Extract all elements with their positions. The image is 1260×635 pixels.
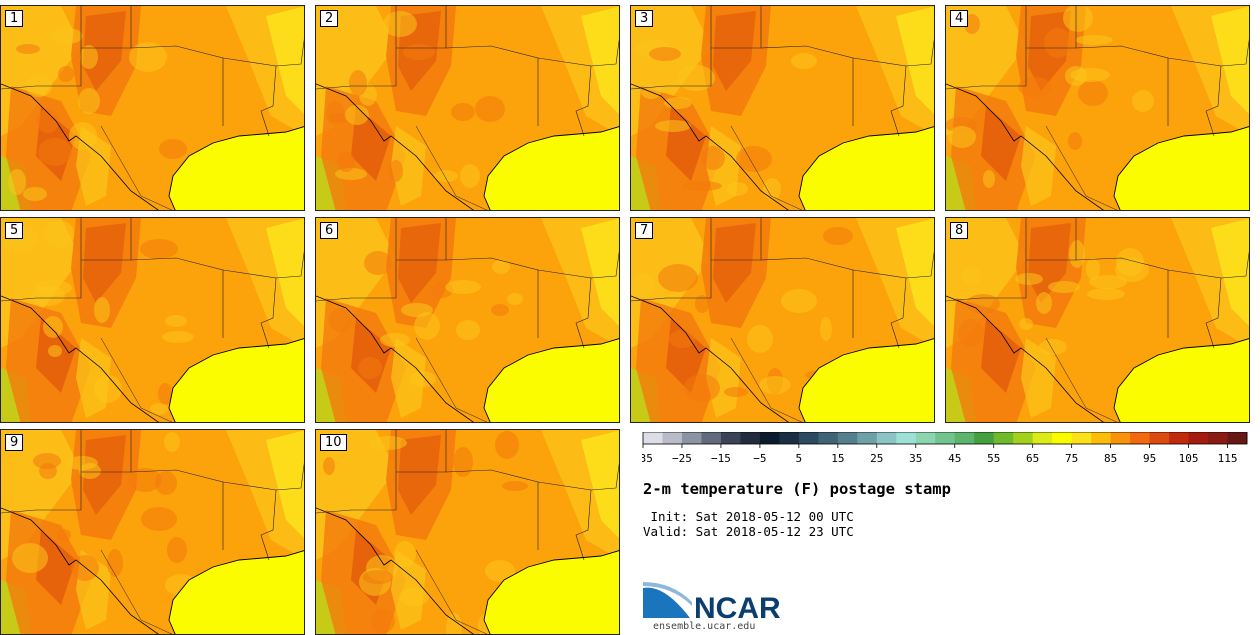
temperature-map [631, 6, 934, 210]
postage-stamp-3: 3 [630, 5, 935, 211]
panel-label: 10 [320, 434, 347, 451]
panel-label: 2 [320, 10, 339, 27]
colorbar-swatch [1188, 432, 1209, 444]
temperature-map [946, 218, 1249, 422]
colorbar-tick-label: 75 [1065, 452, 1078, 465]
colorbar-tick-label: 5 [796, 452, 803, 465]
colorbar-tick-label: −15 [711, 452, 731, 465]
valid-time: Valid: Sat 2018-05-12 23 UTC [643, 524, 854, 539]
postage-stamp-7: 7 [630, 217, 935, 423]
colorbar-swatch [915, 432, 936, 444]
colorbar-tick-label: −25 [672, 452, 692, 465]
colorbar-frame [642, 431, 1248, 445]
colorbar: −35 −25 −15 −5 5 15 25 35 45 55 65 75 85 95 105 115 [633, 431, 1252, 472]
colorbar-swatch [1052, 432, 1073, 444]
colorbar-tick-label: 55 [987, 452, 1000, 465]
colorbar-swatch [643, 432, 663, 444]
postage-stamp-6: 6 [315, 217, 620, 423]
colorbar-tick-label: −5 [753, 452, 766, 465]
temperature-map [1, 218, 304, 422]
temperature-map [316, 218, 619, 422]
colorbar-swatch [701, 432, 722, 444]
temperature-map [1, 6, 304, 210]
logo-swoosh-light [643, 582, 692, 606]
colorbar-tick-label: 65 [1026, 452, 1039, 465]
colorbar-tick-label: 45 [948, 452, 961, 465]
colorbar-tick-label: −35 [642, 452, 653, 465]
temperature-map [1, 430, 304, 634]
colorbar-swatch [1071, 432, 1092, 444]
colorbar-swatch [798, 432, 819, 444]
colorbar-tick-label: 95 [1143, 452, 1156, 465]
colorbar-swatch [681, 432, 702, 444]
colorbar-swatch [993, 432, 1014, 444]
postage-stamp-1: 1 [0, 5, 305, 211]
panel-label: 7 [635, 222, 654, 239]
colorbar-swatch [1149, 432, 1170, 444]
colorbar-tick-label: 115 [1218, 452, 1238, 465]
colorbar-swatch [1130, 432, 1150, 444]
colorbar-swatch [876, 432, 897, 444]
colorbar-tick-label: 105 [1179, 452, 1199, 465]
temperature-map [316, 430, 619, 634]
colorbar-swatch [954, 432, 975, 444]
colorbar-tick-label: 85 [1104, 452, 1117, 465]
colorbar-swatch [837, 432, 858, 444]
logo-text: NCAR [694, 592, 781, 620]
postage-stamp-8: 8 [945, 217, 1250, 423]
colorbar-swatch [1110, 432, 1131, 444]
colorbar-swatch [1091, 432, 1112, 444]
colorbar-swatch [759, 432, 780, 444]
temperature-map [316, 6, 619, 210]
logo-swoosh-blue [643, 587, 690, 618]
colorbar-swatch [1169, 432, 1189, 444]
colorbar-swatch [1227, 432, 1248, 444]
colorbar-swatch [857, 432, 878, 444]
colorbar-swatch [720, 432, 741, 444]
panel-label: 6 [320, 222, 339, 239]
colorbar-swatch [662, 432, 683, 444]
colorbar-swatch [935, 432, 956, 444]
colorbar-tick-label: 15 [831, 452, 844, 465]
postage-stamp-4: 4 [945, 5, 1250, 211]
colorbar-swatch [818, 432, 839, 444]
init-time: Init: Sat 2018-05-12 00 UTC [643, 509, 854, 524]
panel-label: 3 [635, 10, 654, 27]
plot-title: 2-m temperature (F) postage stamp [643, 480, 951, 498]
colorbar-svg: −35 −25 −15 −5 5 15 25 35 45 55 65 75 85 95 105 115 [633, 431, 1248, 465]
logo-url: ensemble.ucar.edu [653, 621, 756, 632]
panel-label: 8 [950, 222, 969, 239]
panel-label: 1 [5, 10, 24, 27]
colorbar-tick-label: 25 [870, 452, 883, 465]
postage-stamp-2: 2 [315, 5, 620, 211]
postage-stamp-10: 10 [315, 429, 620, 635]
panel-label: 4 [950, 10, 969, 27]
postage-stamp-9: 9 [0, 429, 305, 635]
colorbar-swatch [779, 432, 800, 444]
postage-stamp-5: 5 [0, 217, 305, 423]
colorbar-swatch [974, 432, 995, 444]
colorbar-swatch [1032, 432, 1053, 444]
ncar-logo: NCAR [642, 578, 792, 625]
panel-label: 5 [5, 222, 24, 239]
temperature-map [631, 218, 934, 422]
colorbar-tick-label: 35 [909, 452, 922, 465]
temperature-map [946, 6, 1249, 210]
colorbar-swatch [1013, 432, 1034, 444]
panel-label: 9 [5, 434, 24, 451]
colorbar-swatch [896, 432, 917, 444]
ncar-logo-mark: NCAR [643, 582, 781, 625]
colorbar-swatch [740, 432, 761, 444]
colorbar-swatch [1208, 432, 1228, 444]
